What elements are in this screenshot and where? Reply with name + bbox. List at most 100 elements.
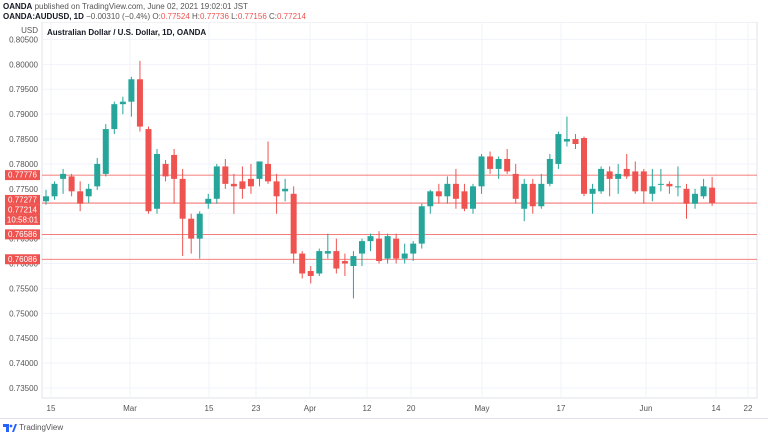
price-tag-label: 10:58:01 [7,215,39,224]
candle-body [478,156,485,187]
candle [282,178,289,202]
x-tick-label: Apr [304,404,317,413]
candle [572,134,579,149]
open-value: 0.77524 [160,12,190,21]
candle [393,233,400,264]
candle-body [85,188,92,197]
candle-body [470,186,476,209]
price-tag-box [5,170,40,181]
candle [683,183,690,219]
candle-body [692,193,699,204]
low-label: L: [231,12,238,21]
candle-body [674,186,681,188]
candle [478,153,485,194]
candle [43,189,49,205]
candle-body [111,104,118,130]
price-chart[interactable]: 0.80500 0.80000 0.79500 0.79000 0.78500 0.780… [0,22,768,418]
candle [213,163,220,204]
candle [452,168,459,209]
price-tag-label: 0.76586 [8,230,37,239]
candle-body [51,183,58,197]
candle [358,238,365,267]
price-change: −0.00310 (−0.4%) [86,12,151,21]
candle-body [452,183,459,199]
candle [709,177,716,206]
candle [623,153,630,179]
low-value: 0.77156 [237,12,267,21]
y-tick-label: 0.75500 [9,284,38,293]
candle-body [435,191,442,197]
candle-body [598,168,605,192]
candle-body [521,183,528,209]
x-tick-label: 17 [557,404,566,413]
candle [512,163,519,204]
candle [299,251,306,279]
candle [657,168,664,192]
candle [119,96,126,115]
candle-body [538,183,545,207]
candle-body [145,129,152,212]
candle [384,233,391,264]
published-text: published on TradingView.com, June 02, 2… [34,2,248,11]
candle [265,141,272,184]
candle-body [324,251,331,254]
candle-body [358,241,365,254]
open-label: O: [152,12,161,21]
candle [230,173,237,214]
price-tag-box [5,194,40,205]
candle [111,101,118,135]
candle [316,248,323,276]
candle [418,203,425,249]
candle [247,163,254,194]
candle [128,76,135,117]
candle [632,161,639,194]
candle [376,231,383,264]
candle [444,176,451,204]
x-tick-label: 15 [205,404,214,413]
candle-body [657,183,664,185]
x-tick-label: 14 [712,404,721,413]
symbol-line: OANDA:AUDUSD, 1D [3,12,84,21]
price-tag-box [5,229,40,240]
price-tag-box [5,204,40,215]
price-tag-box [5,254,40,265]
candle-body [162,163,169,177]
y-tick-label: 0.79000 [9,110,38,119]
candle [256,161,263,187]
candle-body [683,188,690,204]
candle [521,178,528,222]
candle-body [384,236,391,259]
candle [136,60,143,132]
candle-body [546,158,553,184]
tradingview-logo-icon [3,423,17,432]
candle [367,233,374,252]
candle-body [367,236,374,242]
candle [538,173,545,209]
candle-body [119,101,126,105]
candle [487,151,494,174]
candle [290,186,297,264]
candle [615,163,622,194]
chart-title: Australian Dollar / U.S. Dollar, 1D, OAN… [47,28,206,37]
x-tick-label: May [474,404,489,413]
candle [145,126,152,214]
candle-body [68,176,75,192]
candle-body [299,253,306,274]
candle [674,166,681,197]
x-tick-label: 22 [744,404,753,413]
candle-body [333,251,340,269]
candle-body [640,171,647,192]
candle [205,193,212,209]
candle-body [94,163,101,187]
candle-body [495,158,502,169]
candle-body [43,196,49,202]
candle [162,159,169,182]
candle [504,148,511,174]
candle-body [581,138,588,194]
candle [581,136,588,197]
y-tick-label: 0.80500 [9,35,38,44]
candle [529,178,536,214]
y-tick-label: 0.74000 [9,359,38,368]
candle-body [230,183,237,187]
candle [68,173,75,197]
